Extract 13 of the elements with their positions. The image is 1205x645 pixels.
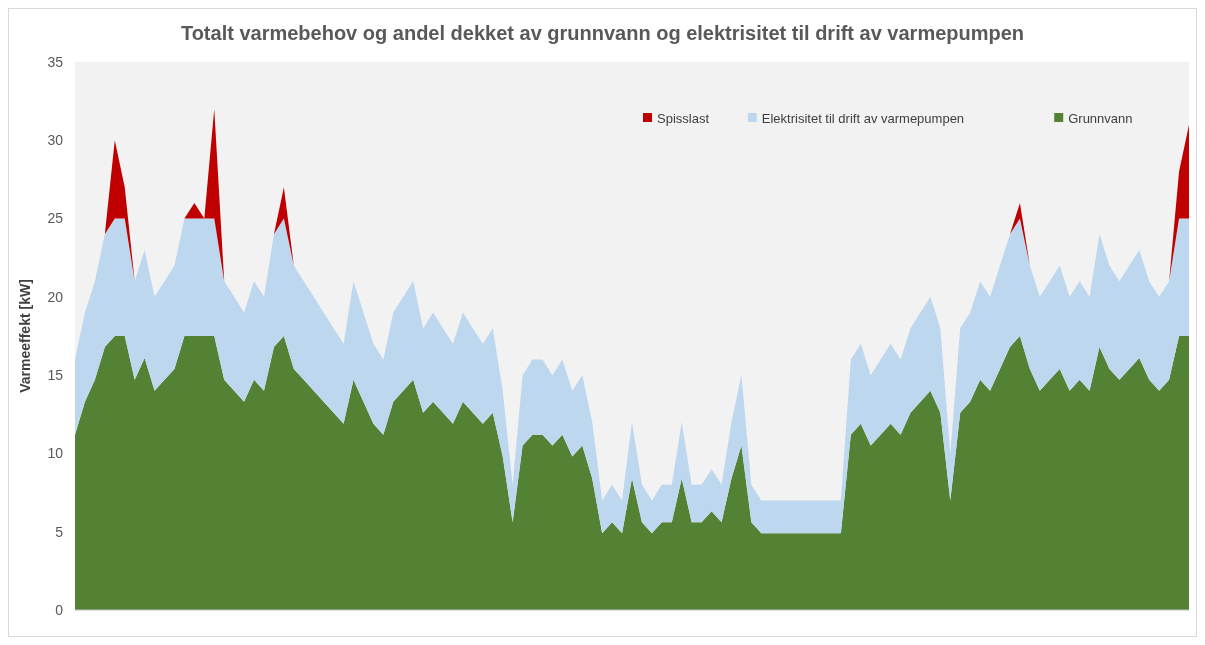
y-tick-label: 15 [47, 367, 64, 384]
legend-label: Elektrisitet til drift av varmepumpen [761, 110, 965, 126]
y-tick-label: 5 [55, 523, 64, 540]
y-tick-label: 10 [47, 445, 64, 462]
legend-label: Grunnvann [1068, 110, 1133, 126]
y-axis-title: Varmeeffekt [kW] [17, 279, 33, 393]
legend-label: Spisslast [657, 110, 710, 126]
y-tick-label: 35 [47, 53, 64, 70]
chart-title: Totalt varmebehov og andel dekket av grunnvann og elektrisitet til drift av varmepumpen [180, 22, 1025, 44]
y-tick-label: 0 [55, 601, 64, 618]
y-tick-label: 20 [47, 288, 64, 305]
y-tick-label: 25 [47, 210, 64, 227]
y-tick-label: 30 [47, 132, 64, 149]
